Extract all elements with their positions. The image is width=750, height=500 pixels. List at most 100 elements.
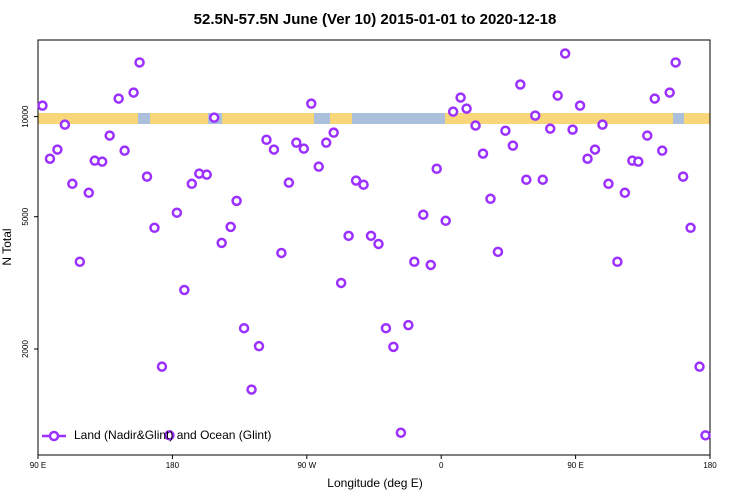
data-point: [388, 341, 399, 353]
data-point: [395, 427, 407, 438]
x-axis-label: Longitude (deg E): [327, 476, 422, 490]
data-point: [298, 143, 310, 154]
data-point: [291, 137, 302, 148]
x-tick-label: 90 E: [30, 461, 46, 470]
x-tick-label: 90 W: [297, 461, 316, 470]
data-point: [52, 144, 63, 155]
data-point: [343, 230, 354, 242]
data-point: [141, 171, 153, 182]
data-point: [283, 177, 295, 188]
x-tick-label: 180: [703, 461, 717, 470]
land-band: [445, 113, 673, 124]
data-point: [612, 256, 623, 268]
data-point: [425, 259, 436, 271]
legend-marker: [48, 430, 60, 442]
land-band: [150, 113, 208, 124]
data-point: [403, 319, 414, 331]
data-point: [201, 169, 212, 180]
data-point: [447, 106, 459, 117]
data-point: [113, 93, 124, 104]
data-point: [619, 187, 631, 199]
data-point: [597, 119, 608, 130]
data-point: [67, 178, 78, 190]
data-point: [104, 130, 115, 141]
y-tick-label: 5000: [21, 207, 30, 225]
data-point: [208, 112, 220, 123]
data-point: [306, 98, 317, 109]
data-point: [492, 246, 504, 258]
data-point: [470, 120, 481, 131]
data-point: [225, 221, 236, 233]
data-point: [485, 193, 496, 205]
data-point: [677, 171, 689, 182]
land-band: [222, 113, 314, 124]
data-point: [365, 230, 377, 242]
data-point: [261, 134, 272, 145]
data-point: [350, 175, 362, 186]
data-point: [500, 125, 511, 136]
ocean-band: [38, 113, 710, 124]
data-point: [44, 153, 56, 164]
x-tick-label: 90 E: [567, 461, 583, 470]
data-point: [521, 174, 532, 185]
data-point: [37, 100, 48, 111]
y-axis-label: N Total: [0, 228, 14, 265]
data-point: [455, 92, 466, 103]
data-point: [642, 130, 653, 141]
data-point: [171, 207, 183, 218]
data-point: [313, 161, 324, 172]
data-point: [589, 144, 601, 155]
data-point: [477, 148, 489, 159]
data-point: [537, 174, 548, 185]
data-point: [373, 238, 384, 250]
data-point: [461, 103, 472, 114]
data-point: [552, 90, 563, 101]
data-point: [276, 247, 287, 259]
surface-band: [38, 113, 710, 124]
land-band: [38, 113, 138, 124]
data-point: [238, 322, 250, 334]
data-point: [530, 110, 541, 121]
data-point: [335, 277, 347, 289]
data-point: [700, 430, 711, 441]
land-band: [684, 113, 710, 124]
data-point: [164, 430, 175, 441]
data-point: [380, 322, 392, 334]
data-point: [507, 140, 519, 151]
data-point: [582, 153, 593, 164]
data-point: [440, 215, 451, 227]
data-point: [328, 127, 339, 138]
data-point: [128, 87, 139, 98]
data-point: [149, 222, 160, 234]
data-point: [186, 178, 198, 190]
data-point: [179, 284, 190, 296]
data-point: [418, 209, 429, 220]
data-point: [656, 145, 668, 156]
data-point: [685, 222, 696, 234]
data-point: [567, 124, 578, 135]
data-point: [320, 137, 332, 148]
data-point: [649, 93, 660, 104]
data-point: [431, 163, 442, 174]
data-point: [253, 340, 265, 352]
data-point: [59, 119, 71, 130]
data-point: [246, 384, 257, 395]
land-band: [330, 113, 352, 124]
chart-title: 52.5N-57.5N June (Ver 10) 2015-01-01 to …: [194, 11, 557, 28]
y-tick-label: 10000: [21, 105, 30, 128]
data-point: [515, 79, 526, 90]
data-point: [83, 187, 95, 199]
x-tick-label: 0: [439, 461, 444, 470]
data-point: [268, 144, 280, 155]
data-point: [544, 123, 556, 134]
data-point: [664, 87, 675, 98]
x-tick-label: 180: [166, 461, 180, 470]
legend-label: Land (Nadir&Glint) and Ocean (Glint): [74, 428, 271, 442]
data-point: [603, 178, 614, 190]
data-point: [74, 256, 86, 268]
data-point: [119, 145, 130, 156]
data-point: [633, 156, 644, 167]
data-point: [694, 361, 705, 372]
